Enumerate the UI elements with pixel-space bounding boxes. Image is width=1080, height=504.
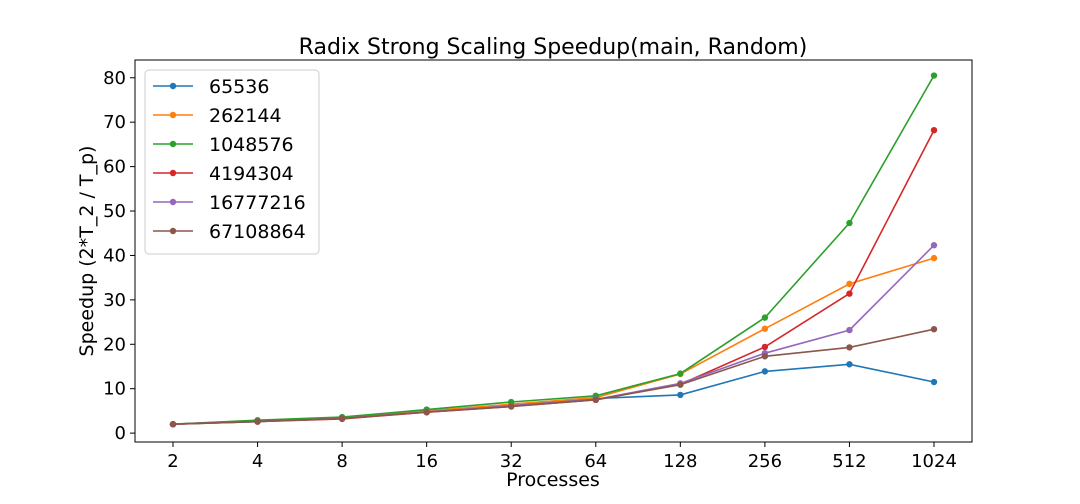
legend-swatch-marker — [169, 169, 177, 177]
y-tick-label: 40 — [103, 245, 126, 266]
series-point — [930, 378, 938, 386]
series-point — [423, 409, 430, 416]
plot-frame — [134, 59, 973, 443]
legend-swatch-marker — [169, 82, 177, 90]
legend-swatch-marker — [169, 111, 177, 119]
x-tick-label: 2 — [167, 451, 178, 472]
series-point — [846, 290, 853, 297]
legend-entry-label: 262144 — [209, 105, 282, 127]
legend: 65536 262144 1048576 4194304 16777216 6710886… — [144, 69, 320, 255]
x-tick-label: 16 — [415, 451, 438, 472]
series-point — [930, 126, 938, 134]
x-tick-label: 256 — [748, 451, 782, 472]
series-point — [930, 72, 938, 79]
series-point — [761, 368, 769, 375]
series-point — [930, 254, 938, 262]
series-point — [169, 421, 177, 428]
y-tick-label: 60 — [103, 157, 126, 178]
y-tick-label: 80 — [103, 68, 126, 89]
series-point — [930, 325, 938, 333]
y-tick-label: 20 — [103, 334, 126, 355]
legend-entry-label: 16777216 — [209, 192, 306, 214]
series-point — [846, 219, 853, 227]
y-tick-label: 70 — [103, 112, 126, 133]
legend-box — [144, 69, 320, 255]
x-tick-label: 8 — [336, 451, 347, 472]
series-point — [846, 344, 853, 351]
series-point — [761, 353, 769, 360]
legend-entry-label: 4194304 — [209, 163, 294, 185]
y-tick-label: 10 — [103, 379, 126, 400]
chart-title: Radix Strong Scaling Speedup(main, Rando… — [299, 35, 808, 60]
legend-entry-label: 67108864 — [209, 221, 306, 243]
series-point — [761, 343, 769, 351]
legend-swatch-marker — [169, 140, 177, 148]
y-tick-label: 0 — [115, 423, 126, 444]
series-point — [930, 242, 938, 249]
series-point — [677, 370, 684, 377]
series-point — [846, 326, 853, 334]
series-point — [761, 325, 769, 332]
x-tick-label: 4 — [252, 451, 263, 472]
series-point — [254, 418, 261, 425]
x-tick-label: 1024 — [911, 451, 957, 472]
series-point — [846, 361, 853, 368]
y-tick-label: 50 — [103, 201, 126, 222]
series-point — [677, 391, 684, 399]
series-point — [677, 381, 684, 388]
legend-swatch-marker — [169, 227, 177, 235]
plot-area: 2 4 8 16 32 64 128 256 512 1024 0 10 20 30 40 50 60 70 80 — [103, 68, 957, 472]
legend-entry-label: 1048576 — [209, 134, 294, 156]
x-tick-label: 512 — [832, 451, 866, 472]
series-point — [508, 403, 515, 410]
legend-swatch-marker — [169, 198, 177, 206]
x-axis-label: Processes — [506, 469, 600, 491]
series-point — [592, 396, 599, 404]
y-tick-label: 30 — [103, 290, 126, 311]
y-axis-label: Speedup (2*T_2 / T_p) — [76, 146, 98, 357]
series-line — [172, 328, 935, 425]
legend-entry-label: 65536 — [209, 76, 269, 98]
series-line — [172, 75, 935, 425]
x-tick-label: 128 — [663, 451, 697, 472]
series-point — [338, 415, 346, 422]
series-point — [761, 314, 769, 321]
x-tick-label: 32 — [500, 451, 523, 472]
x-tick-label: 64 — [584, 451, 607, 472]
series-point — [846, 280, 853, 288]
